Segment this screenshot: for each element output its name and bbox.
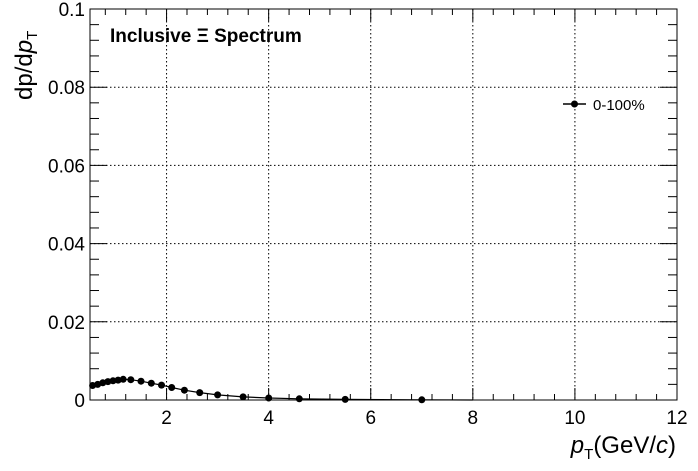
chart-title: Inclusive Ξ Spectrum (110, 26, 302, 47)
x-tick-label: 6 (365, 408, 376, 429)
x-tick-label: 10 (564, 408, 585, 429)
data-point (109, 377, 117, 385)
y-tick-label: 0.06 (48, 156, 85, 177)
data-point (158, 381, 165, 389)
data-point (168, 384, 176, 391)
data-point (196, 389, 204, 397)
data-point (180, 386, 188, 394)
y-axis-title: dp/dpT (11, 31, 41, 100)
data-point (214, 391, 222, 399)
minor-ticks (90, 9, 677, 400)
y-tick-label: 0.08 (48, 78, 85, 99)
data-point (137, 377, 145, 385)
y-axis-ticks: 0 0.02 0.04 0.06 0.08 0.1 (48, 0, 677, 412)
y-tick-label: 0.1 (59, 0, 85, 21)
x-tick-label: 2 (161, 408, 172, 429)
grid-lines (90, 9, 677, 400)
x-axis-ticks: 2 4 6 8 10 12 (161, 9, 688, 429)
data-point (418, 396, 426, 404)
data-point (119, 375, 127, 383)
series-points (89, 375, 473, 404)
data-point (341, 395, 349, 403)
x-tick-label: 8 (468, 408, 479, 429)
legend-marker (571, 100, 578, 108)
y-tick-label: 0.04 (48, 235, 85, 256)
y-tick-label: 0.02 (48, 313, 85, 334)
legend: 0-100% (563, 97, 645, 114)
data-point (147, 379, 155, 387)
x-axis-title: pT(GeV/c) (570, 432, 676, 463)
x-tick-label: 4 (263, 408, 274, 429)
data-point (127, 376, 135, 384)
data-point (265, 394, 273, 402)
x-tick-label: 12 (666, 408, 687, 429)
data-point (239, 393, 247, 401)
y-tick-label: 0 (74, 391, 85, 412)
legend-label: 0-100% (593, 97, 645, 114)
data-point (295, 395, 303, 403)
